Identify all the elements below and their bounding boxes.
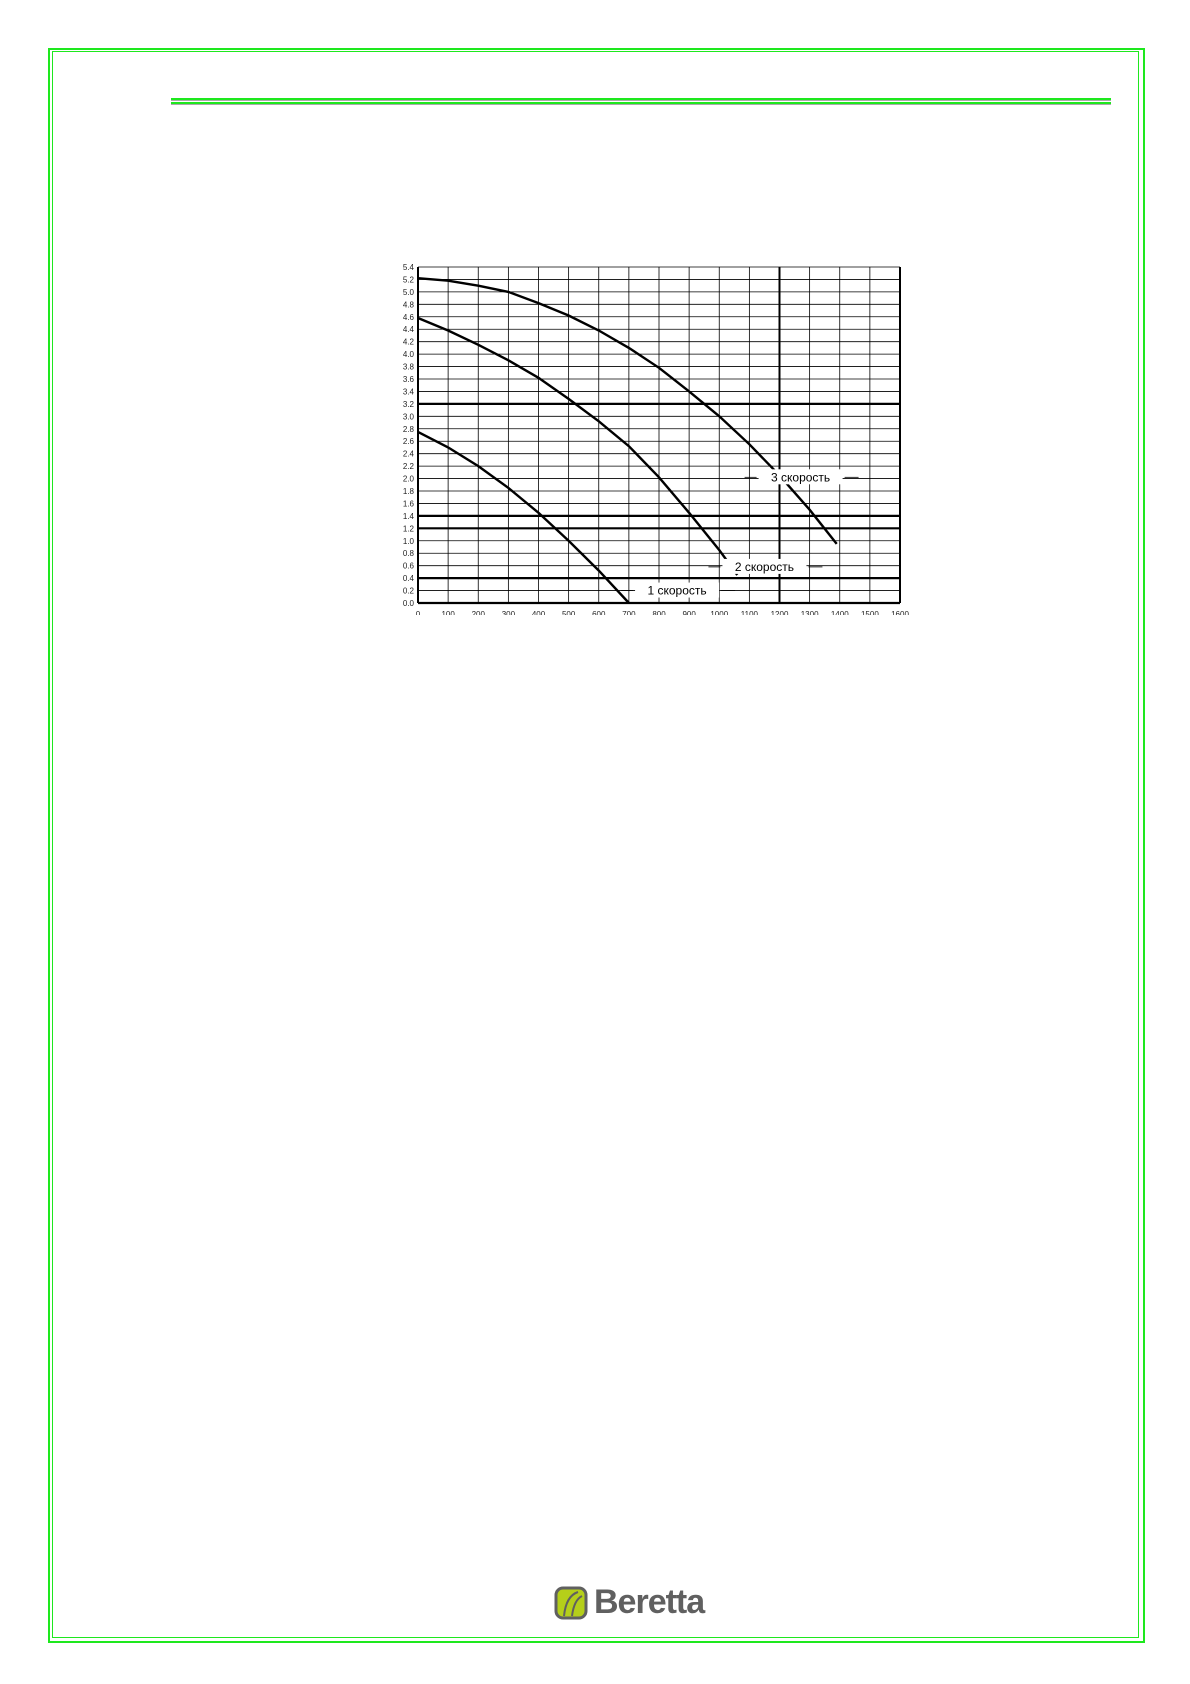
y-tick-label: 3.8 [403, 363, 415, 372]
y-tick-label: 4.2 [403, 338, 415, 347]
y-tick-label: 0.2 [403, 587, 415, 596]
x-tick-label: 500 [562, 610, 576, 615]
x-tick-label: 1000 [710, 610, 728, 615]
x-tick-label: 0 [416, 610, 421, 615]
y-tick-label: 4.0 [403, 350, 415, 359]
x-tick-label: 1100 [741, 610, 759, 615]
x-tick-label: 400 [532, 610, 546, 615]
y-tick-label: 5.2 [403, 275, 415, 284]
series-line-2 [417, 316, 739, 576]
x-tick-label: 300 [502, 610, 516, 615]
y-tick-label: 4.4 [403, 325, 415, 334]
pump-curve-chart: 0.0 0.2 0.4 0.6 0.8 1.0 1.2 1.4 1.6 1.8 2.0 2.2 2.4 2… [403, 263, 910, 615]
y-tick-label: 0.0 [403, 599, 415, 608]
header-rule [171, 98, 1111, 100]
x-tick-label: 700 [622, 610, 636, 615]
y-tick-label: 2.8 [403, 425, 415, 434]
y-tick-label: 3.0 [403, 412, 415, 421]
y-tick-label: 5.0 [403, 288, 415, 297]
series-label: 1 скорость [647, 584, 706, 598]
x-tick-label: 1500 [861, 610, 879, 615]
x-tick-label: 1200 [771, 610, 789, 615]
series-label: 2 скорость [735, 560, 794, 574]
y-tick-label: 3.4 [403, 387, 415, 396]
logo-text: Beretta [594, 1583, 705, 1621]
page-border-inner [52, 51, 1139, 1638]
y-tick-label: 2.6 [403, 437, 415, 446]
y-tick-label: 0.4 [403, 574, 415, 583]
y-tick-label: 2.2 [403, 462, 415, 471]
series-line-1 [417, 430, 630, 604]
series-label: 3 скорость [771, 470, 830, 484]
series-label-bg [722, 558, 807, 574]
header-rule-2 [171, 102, 1111, 104]
y-tick-label: 3.2 [403, 400, 415, 409]
x-tick-label: 1300 [801, 610, 819, 615]
y-tick-label: 1.0 [403, 537, 415, 546]
y-tick-label: 1.4 [403, 512, 415, 521]
y-tick-label: 2.0 [403, 475, 415, 484]
y-tick-label: 2.4 [403, 450, 415, 459]
series-label-bg [758, 469, 843, 485]
y-tick-label: 4.8 [403, 300, 415, 309]
y-tick-label: 1.8 [403, 487, 415, 496]
y-tick-label: 5.4 [403, 263, 415, 272]
x-tick-label: 600 [592, 610, 606, 615]
series-line-3 [417, 277, 838, 545]
x-tick-label: 900 [682, 610, 696, 615]
y-tick-label: 0.8 [403, 549, 415, 558]
x-tick-label: 800 [652, 610, 666, 615]
y-tick-label: 1.2 [403, 524, 415, 533]
x-tick-label: 1400 [831, 610, 849, 615]
beretta-logo: Beretta [554, 1583, 705, 1622]
page-border-outer [48, 48, 1145, 1643]
x-tick-label: 200 [472, 610, 486, 615]
series-label-bg [635, 582, 720, 598]
y-tick-label: 4.6 [403, 313, 415, 322]
x-tick-label: 1600 [891, 610, 909, 615]
beretta-leaf-icon [554, 1586, 588, 1619]
y-tick-label: 1.6 [403, 499, 415, 508]
y-tick-label: 3.6 [403, 375, 415, 384]
x-tick-label: 100 [441, 610, 455, 615]
y-tick-label: 0.6 [403, 562, 415, 571]
